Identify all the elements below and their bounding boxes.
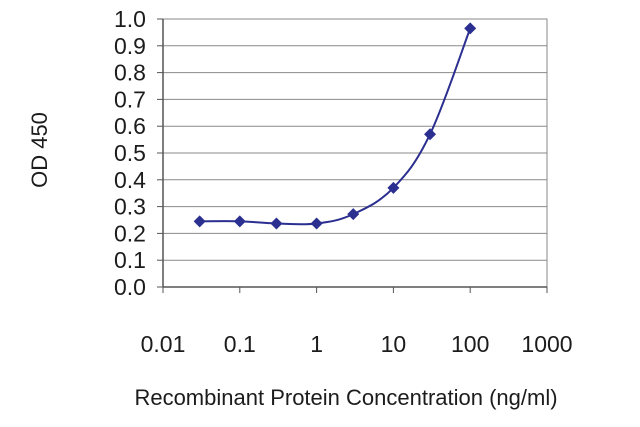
x-tick-label: 100 xyxy=(451,331,489,357)
data-point-marker xyxy=(464,22,477,35)
y-tick-labels: 0.00.10.20.30.40.50.60.70.80.91.0 xyxy=(114,6,146,300)
data-point-marker xyxy=(233,215,246,228)
data-point-marker xyxy=(310,217,323,230)
y-tick-label: 0.7 xyxy=(114,86,146,112)
x-tick-label: 10 xyxy=(381,331,407,357)
data-point-marker xyxy=(347,208,360,221)
grid xyxy=(163,45,547,261)
series-group xyxy=(193,22,477,230)
y-tick-label: 0.9 xyxy=(114,33,146,59)
y-tick-label: 0.1 xyxy=(114,247,146,273)
y-axis-label: OD 450 xyxy=(27,112,52,188)
y-tick-label: 1.0 xyxy=(114,6,146,32)
axes xyxy=(157,18,548,293)
data-point-marker xyxy=(387,181,400,194)
data-point-marker xyxy=(424,128,437,141)
x-tick-label: 1000 xyxy=(521,331,572,357)
y-tick-label: 0.4 xyxy=(114,167,146,193)
x-tick-label: 0.01 xyxy=(141,331,186,357)
data-point-marker xyxy=(270,217,283,230)
y-tick-label: 0.5 xyxy=(114,140,146,166)
y-tick-label: 0.3 xyxy=(114,194,146,220)
y-tick-label: 0.2 xyxy=(114,220,146,246)
y-tick-label: 0.0 xyxy=(114,274,146,300)
x-axis-label: Recombinant Protein Concentration (ng/ml… xyxy=(134,385,557,410)
data-point-marker xyxy=(193,215,206,228)
y-tick-label: 0.8 xyxy=(114,60,146,86)
x-tick-labels: 0.01 0.1 1 10 100 1000 xyxy=(141,331,573,357)
x-tick-label: 0.1 xyxy=(224,331,256,357)
y-tick-label: 0.6 xyxy=(114,113,146,139)
x-tick-label: 1 xyxy=(310,331,323,357)
